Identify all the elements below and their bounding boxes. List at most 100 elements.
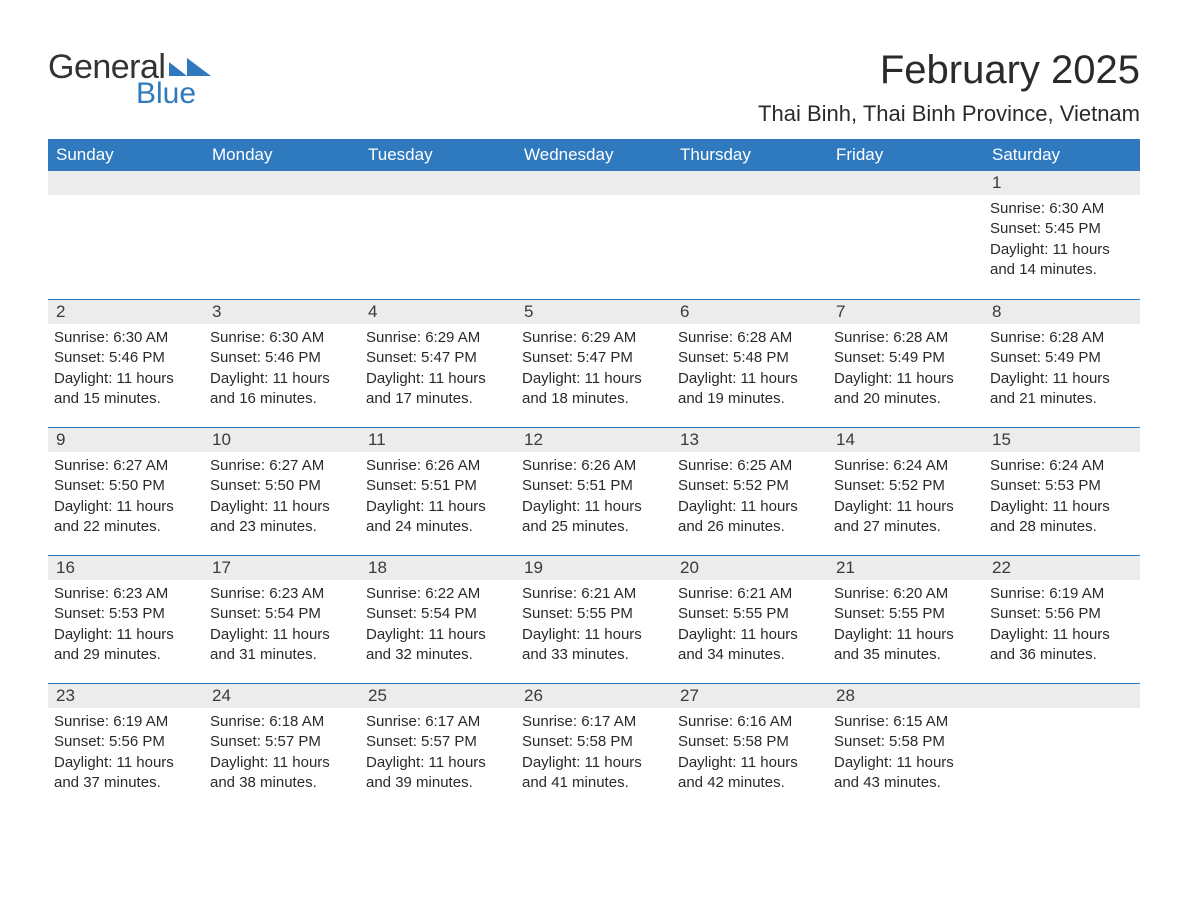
day-body: Sunrise: 6:28 AMSunset: 5:49 PMDaylight:… (834, 328, 978, 409)
daylight-line-1: Daylight: 11 hours (678, 625, 822, 645)
day-cell: 3Sunrise: 6:30 AMSunset: 5:46 PMDaylight… (204, 300, 360, 427)
daylight-line-1: Daylight: 11 hours (210, 625, 354, 645)
daylight-line-1: Daylight: 11 hours (522, 753, 666, 773)
day-cell: 10Sunrise: 6:27 AMSunset: 5:50 PMDayligh… (204, 428, 360, 555)
daylight-line-2: and 15 minutes. (54, 389, 198, 409)
sunset-line: Sunset: 5:56 PM (990, 604, 1134, 624)
daylight-line-1: Daylight: 11 hours (210, 753, 354, 773)
day-number-band: 15 (984, 428, 1140, 452)
sunset-line: Sunset: 5:54 PM (210, 604, 354, 624)
day-cell: 25Sunrise: 6:17 AMSunset: 5:57 PMDayligh… (360, 684, 516, 811)
day-cell: 2Sunrise: 6:30 AMSunset: 5:46 PMDaylight… (48, 300, 204, 427)
day-body: Sunrise: 6:22 AMSunset: 5:54 PMDaylight:… (366, 584, 510, 665)
daylight-line-2: and 14 minutes. (990, 260, 1134, 280)
day-cell (516, 171, 672, 299)
daylight-line-2: and 33 minutes. (522, 645, 666, 665)
day-body: Sunrise: 6:29 AMSunset: 5:47 PMDaylight:… (522, 328, 666, 409)
day-number: 15 (986, 430, 1138, 450)
daylight-line-1: Daylight: 11 hours (678, 369, 822, 389)
sunrise-line: Sunrise: 6:28 AM (990, 328, 1134, 348)
sunset-line: Sunset: 5:58 PM (678, 732, 822, 752)
sunrise-line: Sunrise: 6:30 AM (54, 328, 198, 348)
day-cell (48, 171, 204, 299)
sunrise-line: Sunrise: 6:26 AM (522, 456, 666, 476)
day-number-band: 22 (984, 556, 1140, 580)
day-cell: 22Sunrise: 6:19 AMSunset: 5:56 PMDayligh… (984, 556, 1140, 683)
day-number (518, 173, 670, 193)
month-title: February 2025 (758, 48, 1140, 93)
daylight-line-1: Daylight: 11 hours (522, 369, 666, 389)
day-cell: 12 Sunrise: 6:26 AMSunset: 5:51 PMDayligh… (516, 428, 672, 555)
week-row: 16Sunrise: 6:23 AMSunset: 5:53 PMDayligh… (48, 555, 1140, 683)
dow-header-cell: Friday (828, 139, 984, 171)
day-body: Sunrise: 6:15 AMSunset: 5:58 PMDaylight:… (834, 712, 978, 793)
daylight-line-2: and 22 minutes. (54, 517, 198, 537)
sunset-line: Sunset: 5:49 PM (990, 348, 1134, 368)
sunrise-line: Sunrise: 6:19 AM (990, 584, 1134, 604)
sunrise-line: Sunrise: 6:17 AM (522, 712, 666, 732)
day-cell: 26Sunrise: 6:17 AMSunset: 5:58 PMDayligh… (516, 684, 672, 811)
sunrise-line: Sunrise: 6:30 AM (210, 328, 354, 348)
daylight-line-1: Daylight: 11 hours (990, 369, 1134, 389)
day-body: Sunrise: 6:26 AMSunset: 5:51 PMDaylight:… (522, 456, 666, 537)
day-number-band: 1 (984, 171, 1140, 195)
day-number: 9 (50, 430, 202, 450)
day-cell: 4Sunrise: 6:29 AMSunset: 5:47 PMDaylight… (360, 300, 516, 427)
sunset-line: Sunset: 5:46 PM (54, 348, 198, 368)
brand-logo: General Blue (48, 48, 211, 111)
day-number: 4 (362, 302, 514, 322)
sunrise-line: Sunrise: 6:20 AM (834, 584, 978, 604)
day-cell (672, 171, 828, 299)
day-number-band: 4 (360, 300, 516, 324)
day-number: 12 (518, 430, 670, 450)
day-cell: 11Sunrise: 6:26 AMSunset: 5:51 PMDayligh… (360, 428, 516, 555)
day-cell: 18 Sunrise: 6:22 AMSunset: 5:54 PMDayligh… (360, 556, 516, 683)
day-number: 1 (986, 173, 1138, 193)
day-cell: 16Sunrise: 6:23 AMSunset: 5:53 PMDayligh… (48, 556, 204, 683)
day-number-band: 27 (672, 684, 828, 708)
sunrise-line: Sunrise: 6:18 AM (210, 712, 354, 732)
location-text: Thai Binh, Thai Binh Province, Vietnam (758, 101, 1140, 127)
sunset-line: Sunset: 5:52 PM (678, 476, 822, 496)
day-number: 8 (986, 302, 1138, 322)
sunset-line: Sunset: 5:55 PM (834, 604, 978, 624)
day-number-band: 18 (360, 556, 516, 580)
daylight-line-2: and 32 minutes. (366, 645, 510, 665)
week-row: 2Sunrise: 6:30 AMSunset: 5:46 PMDaylight… (48, 299, 1140, 427)
day-number: 28 (830, 686, 982, 706)
sunset-line: Sunset: 5:50 PM (54, 476, 198, 496)
day-cell: 8 Sunrise: 6:28 AMSunset: 5:49 PMDaylight… (984, 300, 1140, 427)
day-number: 7 (830, 302, 982, 322)
calendar: SundayMondayTuesdayWednesdayThursdayFrid… (48, 139, 1140, 811)
day-body: Sunrise: 6:21 AMSunset: 5:55 PMDaylight:… (678, 584, 822, 665)
day-cell: 9 Sunrise: 6:27 AMSunset: 5:50 PMDaylight… (48, 428, 204, 555)
sunrise-line: Sunrise: 6:27 AM (54, 456, 198, 476)
day-number (674, 173, 826, 193)
dow-header-cell: Monday (204, 139, 360, 171)
daylight-line-1: Daylight: 11 hours (54, 497, 198, 517)
sunrise-line: Sunrise: 6:16 AM (678, 712, 822, 732)
daylight-line-2: and 36 minutes. (990, 645, 1134, 665)
sunrise-line: Sunrise: 6:21 AM (522, 584, 666, 604)
day-number-band (360, 171, 516, 195)
day-number-band: 16 (48, 556, 204, 580)
sunset-line: Sunset: 5:46 PM (210, 348, 354, 368)
daylight-line-1: Daylight: 11 hours (678, 497, 822, 517)
day-cell: 23Sunrise: 6:19 AMSunset: 5:56 PMDayligh… (48, 684, 204, 811)
dow-header-row: SundayMondayTuesdayWednesdayThursdayFrid… (48, 139, 1140, 171)
sunset-line: Sunset: 5:53 PM (990, 476, 1134, 496)
day-number: 24 (206, 686, 358, 706)
day-number (50, 173, 202, 193)
day-number-band (672, 171, 828, 195)
daylight-line-1: Daylight: 11 hours (54, 369, 198, 389)
day-cell (828, 171, 984, 299)
title-block: February 2025 Thai Binh, Thai Binh Provi… (758, 48, 1140, 127)
day-number-band: 24 (204, 684, 360, 708)
day-cell: 24Sunrise: 6:18 AMSunset: 5:57 PMDayligh… (204, 684, 360, 811)
day-number-band: 6 (672, 300, 828, 324)
sunset-line: Sunset: 5:50 PM (210, 476, 354, 496)
day-number: 16 (50, 558, 202, 578)
sunset-line: Sunset: 5:47 PM (366, 348, 510, 368)
sunrise-line: Sunrise: 6:28 AM (678, 328, 822, 348)
day-number (986, 686, 1138, 706)
